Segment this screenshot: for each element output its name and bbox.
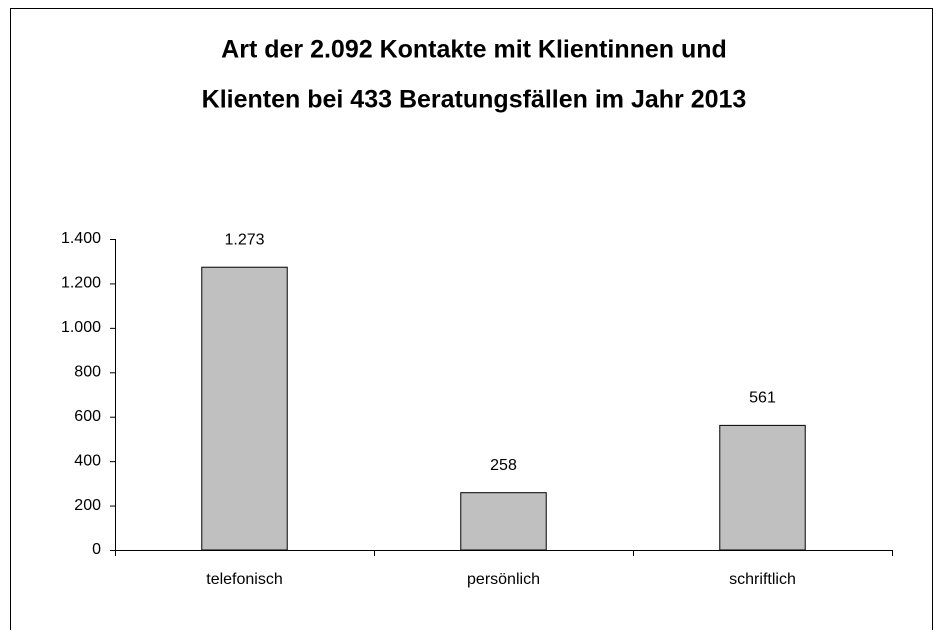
x-tick-label: telefonisch [206, 571, 283, 588]
x-tick-label: schriftlich [729, 571, 796, 588]
y-tick-label: 200 [74, 497, 101, 514]
y-tick-label: 0 [92, 541, 101, 558]
bar [719, 424, 806, 551]
data-label: 258 [490, 457, 517, 474]
data-label: 1.273 [224, 231, 264, 248]
bar [201, 266, 288, 551]
bar [460, 492, 547, 551]
chart-title: Klienten bei 433 Beratungsfällen im Jahr… [202, 86, 747, 114]
chart-title: Art der 2.092 Kontakte mit Klientinnen u… [221, 36, 727, 64]
x-tick-label: persönlich [467, 571, 540, 588]
y-tick-label: 800 [74, 364, 101, 381]
y-tick-label: 1.200 [61, 275, 101, 292]
y-tick-label: 1.400 [61, 230, 101, 247]
y-tick-label: 1.000 [61, 319, 101, 336]
data-label: 561 [749, 390, 776, 407]
y-tick-label: 400 [74, 452, 101, 469]
y-tick-label: 600 [74, 408, 101, 425]
